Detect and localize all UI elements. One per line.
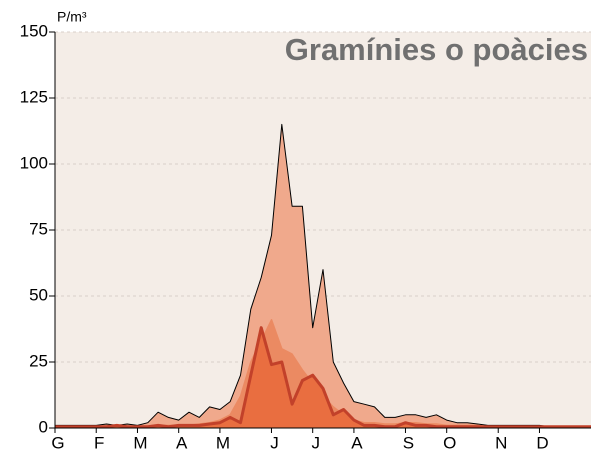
x-tick-label: A [176, 433, 188, 452]
x-tick-label: N [495, 433, 507, 452]
y-tick-label: 0 [39, 417, 48, 436]
chart-title: Gramínies o poàcies [285, 32, 588, 67]
x-tick-label: J [270, 433, 279, 452]
y-tick-label: 50 [29, 285, 48, 304]
y-tick-label: 100 [20, 153, 48, 172]
x-tick-label: D [536, 433, 548, 452]
x-tick-label: A [351, 433, 363, 452]
y-tick-label: 75 [29, 219, 48, 238]
x-tick-label: O [443, 433, 456, 452]
x-tick-label: M [216, 433, 230, 452]
x-tick-label: F [94, 433, 104, 452]
series-line [55, 326, 591, 429]
area [55, 124, 591, 429]
y-tick-label: 25 [29, 351, 48, 370]
x-tick-label: J [311, 433, 320, 452]
y-axis-label: P/m³ [57, 9, 87, 25]
area [55, 327, 591, 428]
x-tick-label: G [51, 433, 64, 452]
x-tick-label: M [133, 433, 147, 452]
y-tick-label: 125 [20, 87, 48, 106]
y-tick-label: 150 [20, 21, 48, 40]
x-tick-label: S [403, 433, 414, 452]
